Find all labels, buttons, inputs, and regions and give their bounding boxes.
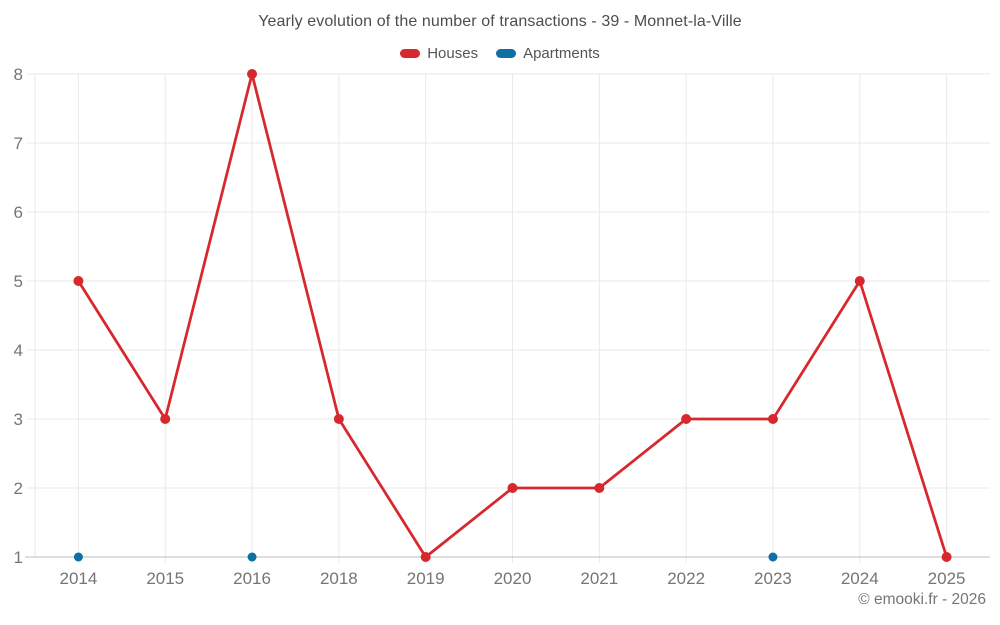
data-point-houses-2015[interactable] xyxy=(160,414,171,424)
y-tick-label: 2 xyxy=(14,479,23,498)
legend-swatch-houses xyxy=(400,49,421,58)
x-tick-label: 2014 xyxy=(59,569,97,588)
x-tick-label: 2016 xyxy=(233,569,271,588)
x-tick-label: 2019 xyxy=(407,569,445,588)
y-tick-label: 7 xyxy=(14,134,23,153)
x-tick-label: 2024 xyxy=(841,569,879,588)
data-point-houses-2014[interactable] xyxy=(73,276,84,286)
data-point-houses-2020[interactable] xyxy=(507,483,518,493)
data-point-apartments-2016[interactable] xyxy=(247,552,257,562)
data-point-houses-2016[interactable] xyxy=(247,69,258,79)
data-point-houses-2018[interactable] xyxy=(333,414,344,424)
copyright-watermark: © emooki.fr - 2026 xyxy=(858,591,986,608)
x-tick-label: 2015 xyxy=(146,569,184,588)
legend-item-houses[interactable]: Houses xyxy=(400,45,478,62)
chart-title: Yearly evolution of the number of transa… xyxy=(258,13,742,30)
y-tick-label: 3 xyxy=(14,410,23,429)
x-tick-label: 2022 xyxy=(667,569,705,588)
legend-label: Houses xyxy=(427,45,479,62)
y-tick-label: 8 xyxy=(14,65,23,84)
data-point-apartments-2014[interactable] xyxy=(73,552,83,562)
legend-label: Apartments xyxy=(523,45,600,62)
data-point-apartments-2023[interactable] xyxy=(768,552,778,562)
x-tick-label: 2023 xyxy=(754,569,792,588)
data-point-houses-2019[interactable] xyxy=(420,552,431,562)
legend-swatch-apartments xyxy=(496,49,517,58)
data-point-houses-2024[interactable] xyxy=(854,276,865,286)
legend-item-apartments[interactable]: Apartments xyxy=(496,45,600,62)
legend: Houses Apartments xyxy=(0,45,1000,62)
x-tick-label: 2025 xyxy=(928,569,966,588)
y-tick-label: 6 xyxy=(14,203,23,222)
x-tick-label: 2018 xyxy=(320,569,358,588)
data-point-houses-2023[interactable] xyxy=(767,414,778,424)
y-tick-label: 1 xyxy=(14,548,23,567)
data-point-houses-2021[interactable] xyxy=(594,483,605,493)
x-tick-label: 2021 xyxy=(580,569,618,588)
y-tick-label: 4 xyxy=(14,341,23,360)
x-tick-label: 2020 xyxy=(494,569,532,588)
data-point-houses-2025[interactable] xyxy=(941,552,952,562)
y-tick-label: 5 xyxy=(14,272,23,291)
data-point-houses-2022[interactable] xyxy=(681,414,692,424)
